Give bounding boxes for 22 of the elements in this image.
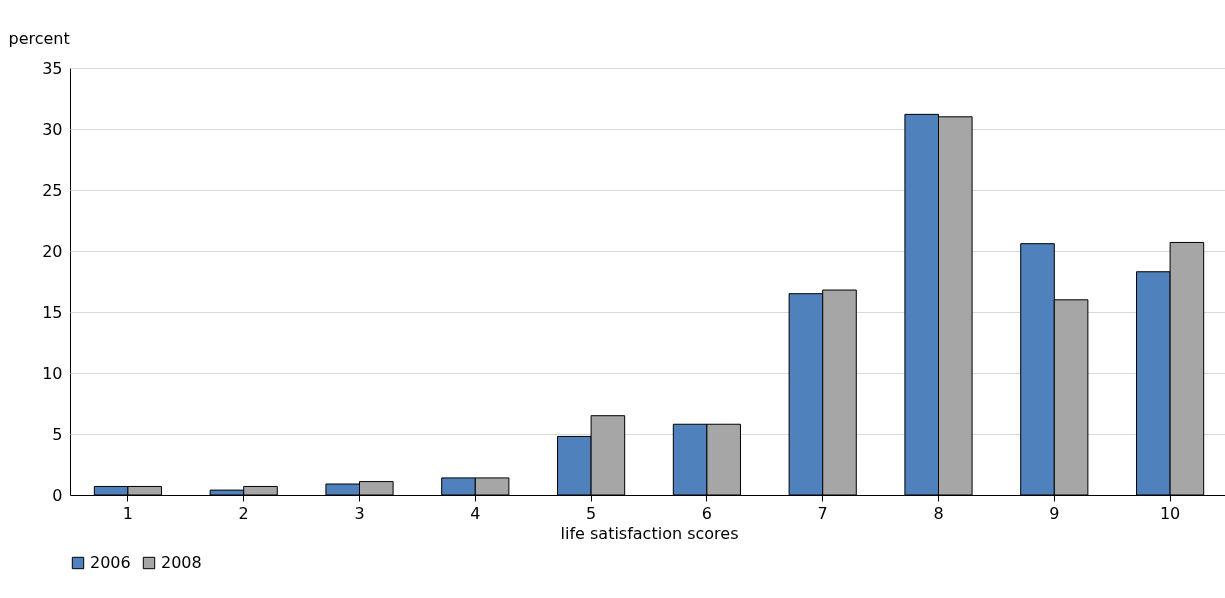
x-tick-label: 1 bbox=[122, 503, 133, 523]
legend-label: 2008 bbox=[161, 553, 202, 572]
y-tick-label: 30 bbox=[42, 119, 63, 139]
y-tick-label: 20 bbox=[42, 241, 63, 261]
x-tick-label: 7 bbox=[817, 503, 828, 523]
y-tick-label: 15 bbox=[42, 302, 63, 322]
y-tick-label: 5 bbox=[52, 424, 63, 444]
x-axis-title: life satisfaction scores bbox=[560, 523, 739, 543]
x-tick-label: 10 bbox=[1159, 503, 1181, 523]
x-tick-label: 6 bbox=[701, 503, 712, 523]
y-tick-label: 0 bbox=[52, 485, 63, 505]
y-tick-label: 35 bbox=[42, 58, 63, 78]
x-tick-label: 8 bbox=[933, 503, 944, 523]
y-axis-title: percent bbox=[8, 28, 70, 48]
x-tick-label: 4 bbox=[470, 503, 481, 523]
x-tick-label: 9 bbox=[1049, 503, 1060, 523]
y-tick-label: 25 bbox=[42, 180, 63, 200]
legend-label: 2006 bbox=[90, 553, 131, 572]
y-tick-label: 10 bbox=[42, 363, 63, 383]
x-tick-label: 3 bbox=[354, 503, 365, 523]
x-tick-label: 2 bbox=[238, 503, 249, 523]
x-tick-label: 5 bbox=[586, 503, 597, 523]
